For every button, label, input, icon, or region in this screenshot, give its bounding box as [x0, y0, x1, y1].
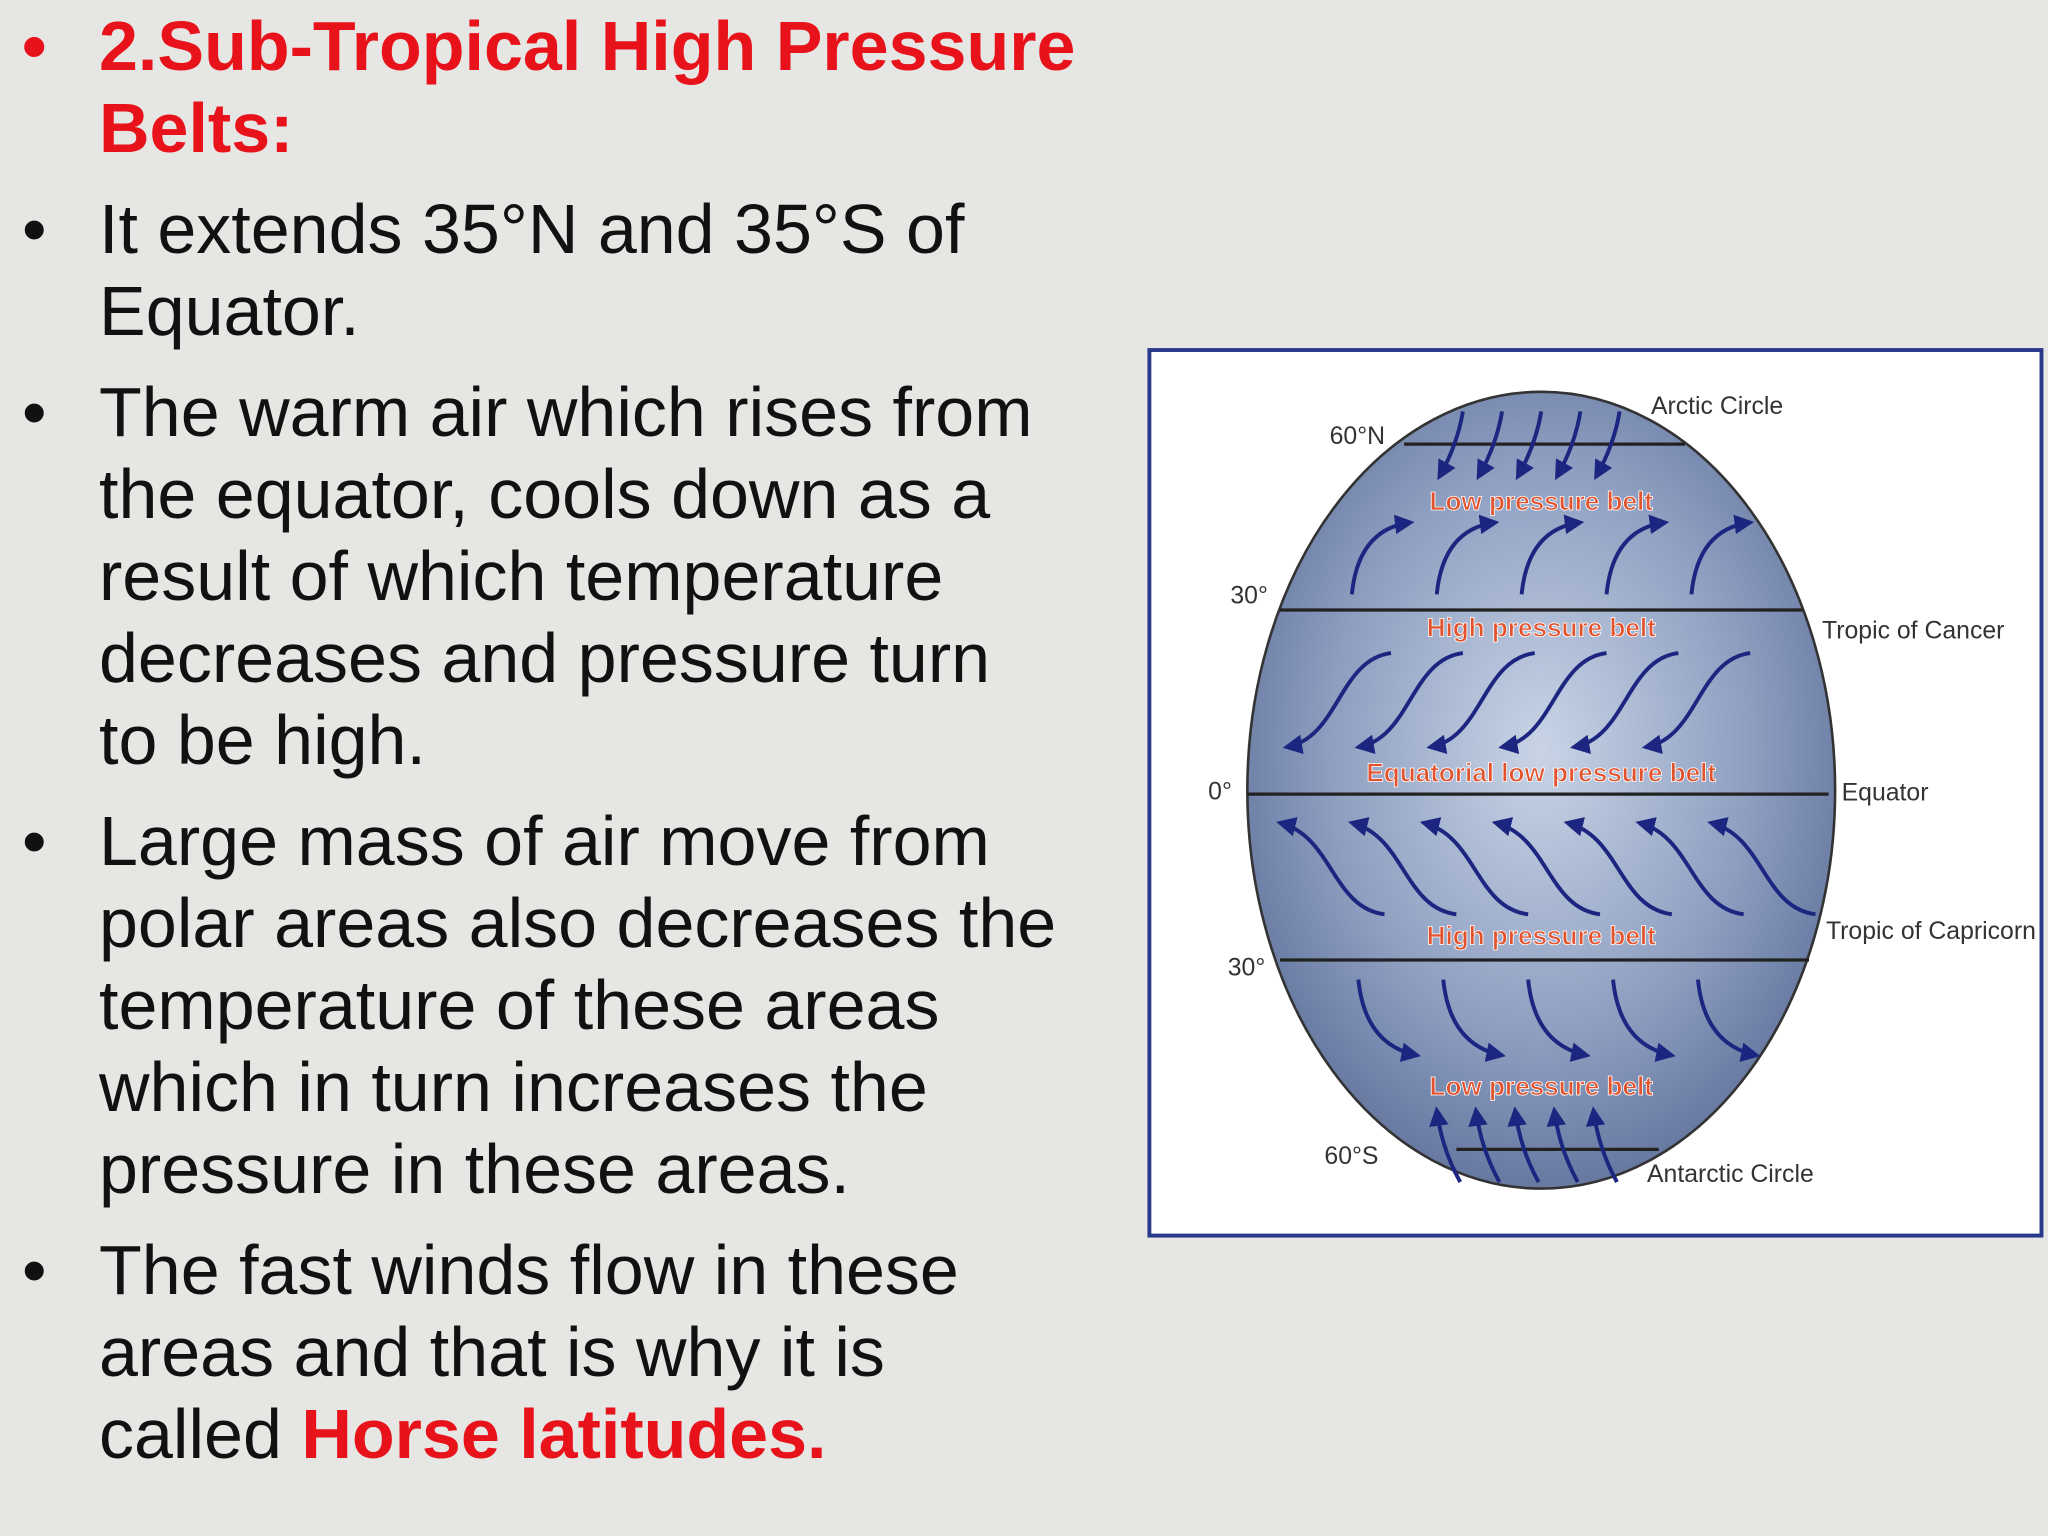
wind-arrow	[1468, 1106, 1502, 1183]
bullet-text: The fast winds flow in these	[99, 1231, 959, 1309]
bullet-line: polar areas also decreases the	[99, 882, 1150, 964]
bullet-text: pressure in these areas.	[99, 1130, 850, 1208]
wind-arrow	[1348, 817, 1457, 917]
wind-arrow	[1696, 979, 1761, 1062]
wind-arrow	[1594, 411, 1622, 481]
wind-arrow	[1635, 817, 1744, 917]
bullet-line: result of which temperature	[99, 535, 1150, 617]
bullet-text: called	[99, 1395, 282, 1473]
emphasis: Horse latitudes.	[301, 1395, 827, 1473]
wind-arrow	[1429, 1106, 1462, 1183]
wind-arrow	[1507, 1106, 1541, 1183]
bullet-text: result of which temperature	[99, 537, 944, 615]
wind-arrow	[1585, 1106, 1619, 1183]
wind-arrow	[1641, 651, 1751, 755]
wind-arrow	[1519, 514, 1585, 595]
wind-arrow	[1604, 514, 1670, 595]
bullet-line: 2.Sub-Tropical High Pressure	[99, 5, 1150, 87]
wind-arrow	[1434, 514, 1500, 595]
wind-arrow	[1354, 651, 1464, 755]
bullet-text: The warm air which rises from	[99, 373, 1033, 451]
wind-arrow	[1546, 1106, 1580, 1183]
bullet-line: temperature of these areas	[99, 964, 1150, 1046]
bullet-text: Large mass of air move from	[99, 802, 990, 880]
bullet-line: decreases and pressure turn	[99, 617, 1150, 699]
belt-label: Low pressure belt	[1430, 1071, 1654, 1101]
bullet-text: It extends 35°N and 35°S of	[99, 190, 965, 268]
latitude-label: 60°S	[1324, 1143, 1378, 1170]
bullet-line: The fast winds flow in these	[99, 1229, 1150, 1311]
bullet-text: 2.Sub-Tropical High Pressure	[99, 7, 1076, 85]
wind-arrow	[1491, 817, 1601, 917]
bullet-text: areas and that is why it is	[99, 1313, 885, 1391]
wind-arrow	[1498, 651, 1607, 755]
belt-label: Low pressure belt	[1430, 486, 1654, 516]
bullet-line: Large mass of air move from	[99, 800, 1150, 882]
bullet-text: to be high.	[99, 701, 426, 779]
bullet-line: Equator.	[99, 270, 1150, 352]
wind-arrow	[1554, 411, 1583, 481]
latitude-lines	[1247, 442, 1829, 1152]
wind-arrow	[1349, 514, 1415, 595]
bullet-line: It extends 35°N and 35°S of	[99, 188, 1150, 270]
circle-label: Tropic of Cancer	[1822, 618, 2004, 645]
wind-arrow	[1570, 651, 1679, 755]
latitude-label: 60°N	[1330, 423, 1385, 450]
circle-label: Arctic Circle	[1651, 393, 1783, 420]
wind-arrow	[1689, 514, 1755, 595]
wind-arrow	[1563, 817, 1673, 917]
wind-arrow	[1707, 817, 1816, 917]
bullet-line: Belts:	[99, 87, 1150, 169]
circle-label: Equator	[1842, 780, 1929, 807]
bullet-text: Belts:	[99, 89, 294, 167]
bullet-line: pressure in these areas.	[99, 1128, 1150, 1210]
belt-label: High pressure belt	[1427, 921, 1657, 951]
circle-label: Antarctic Circle	[1647, 1161, 1814, 1188]
latitude-label: 30°	[1228, 955, 1266, 982]
wind-arrows	[1276, 411, 1816, 1183]
belt-label: High pressure belt	[1427, 612, 1657, 642]
wind-arrow	[1476, 411, 1504, 481]
wind-arrow	[1426, 651, 1535, 755]
circle-label: Tropic of Capricorn	[1826, 918, 2036, 945]
wind-arrow	[1611, 979, 1676, 1062]
bullet-line: which in turn increases the	[99, 1046, 1150, 1128]
wind-arrow	[1419, 817, 1529, 917]
wind-arrow	[1276, 817, 1385, 917]
wind-arrow	[1515, 411, 1544, 481]
bullet-text: temperature of these areas	[99, 966, 940, 1044]
wind-arrow	[1526, 979, 1591, 1062]
wind-arrow	[1441, 979, 1506, 1062]
bullet-text: Equator.	[99, 272, 360, 350]
latitude-label: 0°	[1208, 778, 1232, 805]
wind-arrow	[1437, 411, 1465, 481]
bullet-line: called Horse latitudes.	[99, 1393, 1150, 1475]
belt-label: Equatorial low pressure belt	[1366, 757, 1716, 787]
bullet-line: to be high.	[99, 699, 1150, 781]
bullet-line: The warm air which rises from	[99, 371, 1150, 453]
wind-arrow	[1282, 651, 1392, 755]
bullet-text: which in turn increases the	[99, 1048, 928, 1126]
latitude-label: 30°	[1230, 582, 1268, 609]
bullet-text: decreases and pressure turn	[99, 619, 991, 697]
bullet-text: polar areas also decreases the	[99, 884, 1057, 962]
bullet-line: the equator, cools down as a	[99, 453, 1150, 535]
bullet-text: the equator, cools down as a	[99, 455, 991, 533]
globe	[1246, 390, 1837, 1190]
wind-arrow	[1356, 979, 1421, 1062]
bullet-line: areas and that is why it is	[99, 1311, 1150, 1393]
